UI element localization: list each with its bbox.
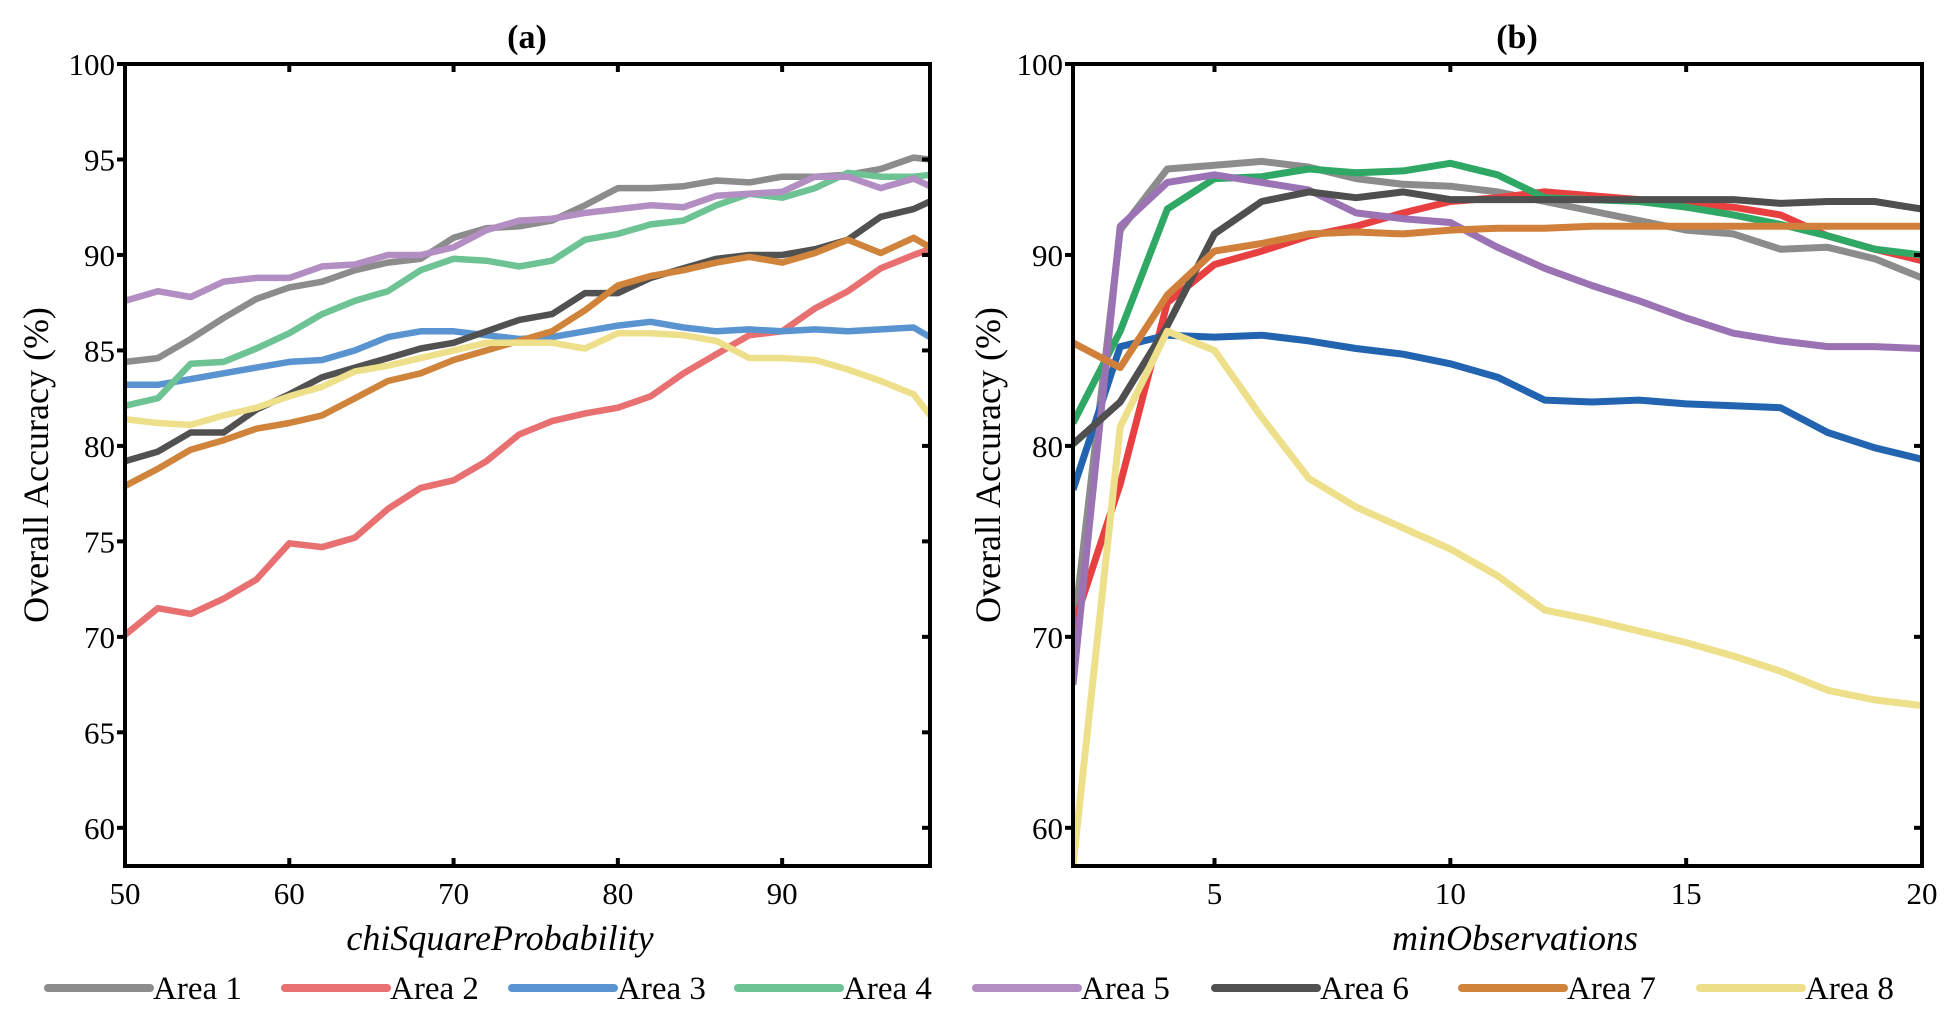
y-tick-label: 80 <box>1032 429 1063 464</box>
legend-item-area-2: Area 2 <box>281 971 479 1007</box>
x-tick-label: 70 <box>438 876 469 911</box>
series-line-area-8 <box>1073 327 1922 866</box>
y-tick-label: 75 <box>84 524 115 559</box>
panel-a-frame <box>123 62 932 868</box>
panel-a-lines <box>125 154 930 638</box>
panel-b-x-label: minObservations <box>1392 918 1638 958</box>
x-tick-label: 60 <box>274 876 305 911</box>
legend-label: Area 7 <box>1567 971 1656 1007</box>
legend-label: Area 4 <box>843 971 932 1007</box>
legend-label: Area 3 <box>617 971 706 1007</box>
legend-item-area-3: Area 3 <box>508 971 706 1007</box>
legend-item-area-8: Area 8 <box>1696 971 1894 1007</box>
x-tick-label: 90 <box>767 876 798 911</box>
legend-item-area-7: Area 7 <box>1458 971 1656 1007</box>
x-tick-label: 80 <box>602 876 633 911</box>
series-line-area-2 <box>125 246 930 638</box>
series-line-area-1 <box>1073 157 1922 638</box>
panel-b-title: (b) <box>1496 19 1538 56</box>
legend-item-area-1: Area 1 <box>44 971 242 1007</box>
y-tick-label: 90 <box>84 238 115 273</box>
series-line-area-5 <box>1073 171 1922 685</box>
panel-b-lines <box>1073 157 1922 866</box>
y-tick-label: 100 <box>1017 47 1064 82</box>
panel-b-y-label: Overall Accuracy (%) <box>968 307 1008 623</box>
panel-a-x-ticks: 50 60 70 80 90 <box>110 64 798 911</box>
legend: Area 1 Area 2 Area 3 Area 4 Area 5 Area 6 Area… <box>44 971 1894 1007</box>
y-tick-label: 85 <box>84 333 115 368</box>
x-tick-label: 10 <box>1435 876 1466 911</box>
y-tick-label: 65 <box>84 715 115 750</box>
legend-item-area-4: Area 4 <box>734 971 932 1007</box>
y-tick-label: 95 <box>84 142 115 177</box>
x-tick-label: 5 <box>1207 876 1223 911</box>
legend-item-area-5: Area 5 <box>972 971 1170 1007</box>
legend-label: Area 8 <box>1805 971 1894 1007</box>
panel-a-x-label: chiSquareProbability <box>346 918 653 958</box>
panel-b-frame <box>1071 62 1924 868</box>
legend-label: Area 5 <box>1081 971 1170 1007</box>
series-line-area-7 <box>1073 222 1922 372</box>
panel-b-y-ticks: 60 70 80 90 100 <box>1017 47 1922 846</box>
legend-label: Area 1 <box>153 971 242 1007</box>
panel-a-y-label: Overall Accuracy (%) <box>16 307 56 623</box>
panel-a-y-ticks: 60 65 70 75 80 85 90 95 100 <box>69 47 930 846</box>
legend-label: Area 2 <box>390 971 479 1007</box>
series-line-area-6 <box>1073 188 1922 447</box>
y-tick-label: 70 <box>1032 620 1063 655</box>
series-line-area-3 <box>1073 331 1922 491</box>
series-line-area-5 <box>125 173 930 304</box>
legend-item-area-6: Area 6 <box>1211 971 1409 1007</box>
series-line-area-7 <box>125 234 930 489</box>
x-tick-label: 15 <box>1671 876 1702 911</box>
panel-a-title: (a) <box>507 19 547 56</box>
legend-label: Area 6 <box>1320 971 1409 1007</box>
panel-a: (a) 60 65 70 75 80 85 90 95 100 50 60 70 80 90 chiSq… <box>16 19 932 958</box>
y-tick-label: 60 <box>1032 811 1063 846</box>
y-tick-label: 80 <box>84 429 115 464</box>
panel-b-x-ticks: 5 10 15 20 <box>1207 64 1938 911</box>
y-tick-label: 70 <box>84 620 115 655</box>
x-tick-label: 20 <box>1907 876 1938 911</box>
series-line-area-4 <box>125 169 930 409</box>
y-tick-label: 60 <box>84 811 115 846</box>
y-tick-label: 100 <box>69 47 116 82</box>
series-line-area-8 <box>125 329 930 429</box>
y-tick-label: 90 <box>1032 238 1063 273</box>
x-tick-label: 50 <box>110 876 141 911</box>
